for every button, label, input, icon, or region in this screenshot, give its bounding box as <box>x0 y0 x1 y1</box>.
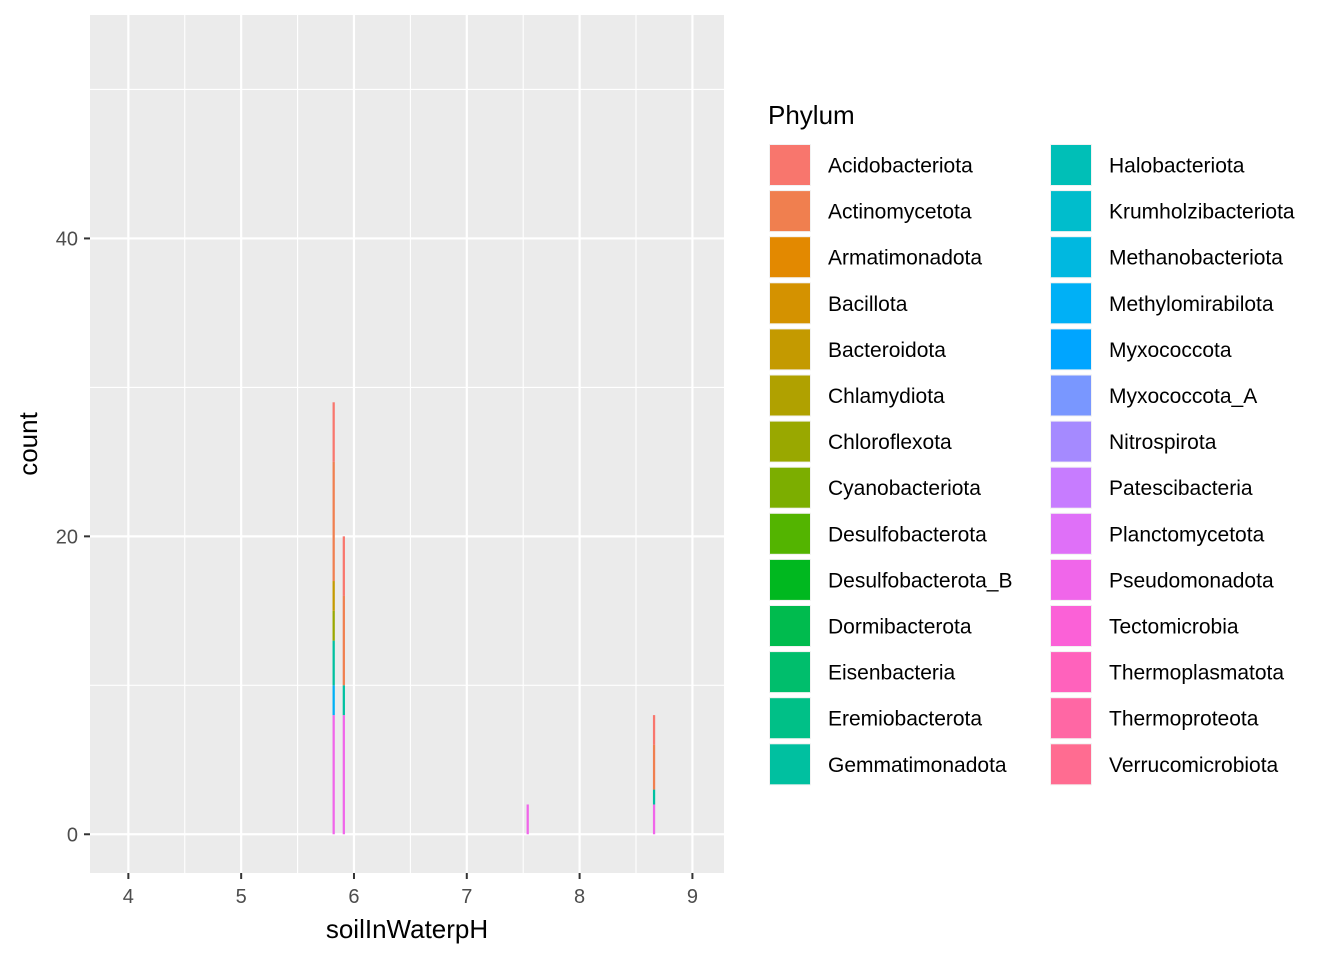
x-tick-label: 6 <box>348 886 359 908</box>
legend-label-chloroflexota: Chloroflexota <box>828 431 952 454</box>
legend-label-chlamydiota: Chlamydiota <box>828 385 945 408</box>
legend-label-myxococcota: Myxococcota <box>1109 339 1232 362</box>
bar-segment-gemmatimonadota <box>332 640 335 686</box>
y-tick-label: 40 <box>56 228 78 250</box>
legend-label-krumholzibacteriota: Krumholzibacteriota <box>1109 201 1295 224</box>
legend-swatch-patescibacteria <box>1051 467 1091 508</box>
legend: Acidobacteriota Actinomycetota Armatimonad… <box>769 144 1295 786</box>
legend-label-eremiobacterota: Eremiobacterota <box>828 708 982 731</box>
legend-swatch-dormibacterota <box>770 606 810 646</box>
legend-swatch-bacillota <box>770 283 810 324</box>
legend-swatch-armatimonadota <box>770 237 810 278</box>
legend-label-dormibacterota: Dormibacterota <box>828 616 972 639</box>
legend-swatch-planctomycetota <box>1051 513 1091 554</box>
bar-segment-actinomycetota <box>342 595 345 686</box>
legend-swatch-gemmatimonadota <box>770 744 810 785</box>
legend-label-eisenbacteria: Eisenbacteria <box>828 662 956 685</box>
x-tick-label: 7 <box>461 886 472 908</box>
y-tick-label: 0 <box>67 824 78 846</box>
legend-label-pseudomonadota: Pseudomonadota <box>1109 569 1274 592</box>
legend-swatch-methanobacteriota <box>1051 237 1091 278</box>
legend-swatch-thermoplasmatota <box>1051 652 1091 693</box>
major-gridlines <box>90 15 724 873</box>
legend-swatch-thermoproteota <box>1051 698 1091 739</box>
legend-label-planctomycetota: Planctomycetota <box>1109 523 1265 546</box>
bar-segment-pseudomonadota <box>332 715 335 835</box>
legend-label-acidobacteriota: Acidobacteriota <box>828 155 973 178</box>
legend-label-myxococcota-a: Myxococcota_A <box>1109 385 1257 408</box>
bar-segment-gemmatimonadota <box>652 789 656 805</box>
legend-swatch-actinomycetota <box>770 191 810 232</box>
legend-label-thermoplasmatota: Thermoplasmatota <box>1109 662 1284 685</box>
legend-label-nitrospirota: Nitrospirota <box>1109 431 1217 454</box>
legend-label-tectomicrobia: Tectomicrobia <box>1109 616 1239 639</box>
legend-swatch-eisenbacteria <box>770 652 810 693</box>
x-tick-label: 9 <box>687 886 698 908</box>
bar-segment-gemmatimonadota <box>342 685 345 716</box>
minor-gridlines <box>90 15 724 873</box>
histogram-bars <box>332 402 656 835</box>
legend-swatch-bacteroidota <box>770 329 810 370</box>
legend-swatch-myxococcota-a <box>1051 375 1091 416</box>
legend-label-patescibacteria: Patescibacteria <box>1109 477 1253 500</box>
legend-label-actinomycetota: Actinomycetota <box>828 201 972 224</box>
legend-swatch-cyanobacteriota <box>770 467 810 508</box>
y-axis-title: count <box>13 411 43 475</box>
bar-segment-actinomycetota <box>332 461 335 582</box>
x-tick-label: 8 <box>574 886 585 908</box>
legend-label-thermoproteota: Thermoproteota <box>1109 708 1259 731</box>
bar-segment-pseudomonadota <box>652 804 656 835</box>
legend-swatch-verrucomicrobiota <box>1051 744 1091 785</box>
x-axis: 4 5 6 7 8 9 <box>123 873 698 908</box>
bar-segment-acidobacteriota <box>332 402 335 462</box>
x-tick-label: 4 <box>123 886 134 908</box>
bar-segment-acidobacteriota <box>342 536 345 596</box>
legend-swatch-chlamydiota <box>770 375 810 416</box>
legend-label-methylomirabilota: Methylomirabilota <box>1109 293 1274 316</box>
legend-swatch-tectomicrobia <box>1051 606 1091 646</box>
bar-segment-chloroflexota <box>332 610 335 641</box>
bar-segment-methylomirabilota <box>332 685 335 716</box>
legend-label-armatimonadota: Armatimonadota <box>828 247 982 270</box>
x-axis-title: soilInWaterpH <box>326 914 488 944</box>
bar-segment-pseudomonadota <box>342 715 345 835</box>
y-tick-label: 20 <box>56 526 78 548</box>
bar-segment-actinomycetota <box>652 744 656 790</box>
legend-swatch-acidobacteriota <box>770 145 810 185</box>
legend-label-methanobacteriota: Methanobacteriota <box>1109 247 1283 270</box>
x-tick-label: 5 <box>236 886 247 908</box>
legend-label-bacillota: Bacillota <box>828 293 908 316</box>
plot-panel <box>90 15 724 873</box>
legend-swatch-nitrospirota <box>1051 421 1091 462</box>
legend-swatch-eremiobacterota <box>770 698 810 739</box>
legend-swatch-myxococcota <box>1051 329 1091 370</box>
legend-swatch-desulfobacterota-b <box>770 559 810 600</box>
legend-label-gemmatimonadota: Gemmatimonadota <box>828 754 1007 777</box>
legend-swatch-halobacteriota <box>1051 145 1091 185</box>
y-axis: 0 20 40 <box>56 228 90 846</box>
legend-label-halobacteriota: Halobacteriota <box>1109 155 1245 178</box>
legend-swatch-pseudomonadota <box>1051 559 1091 600</box>
legend-swatch-methylomirabilota <box>1051 283 1091 324</box>
legend-label-cyanobacteriota: Cyanobacteriota <box>828 477 981 500</box>
bar-segment-pseudomonadota <box>526 804 529 835</box>
legend-swatch-desulfobacterota <box>770 513 810 554</box>
legend-swatch-krumholzibacteriota <box>1051 191 1091 232</box>
legend-label-desulfobacterota: Desulfobacterota <box>828 523 987 546</box>
legend-label-bacteroidota: Bacteroidota <box>828 339 946 362</box>
legend-swatch-chloroflexota <box>770 421 810 462</box>
legend-label-desulfobacterota-b: Desulfobacterota_B <box>828 569 1012 592</box>
bar-segment-acidobacteriota <box>652 715 656 745</box>
legend-label-verrucomicrobiota: Verrucomicrobiota <box>1109 754 1279 777</box>
bar-segment-bacteroidota <box>332 581 335 611</box>
legend-title: Phylum <box>768 100 855 130</box>
